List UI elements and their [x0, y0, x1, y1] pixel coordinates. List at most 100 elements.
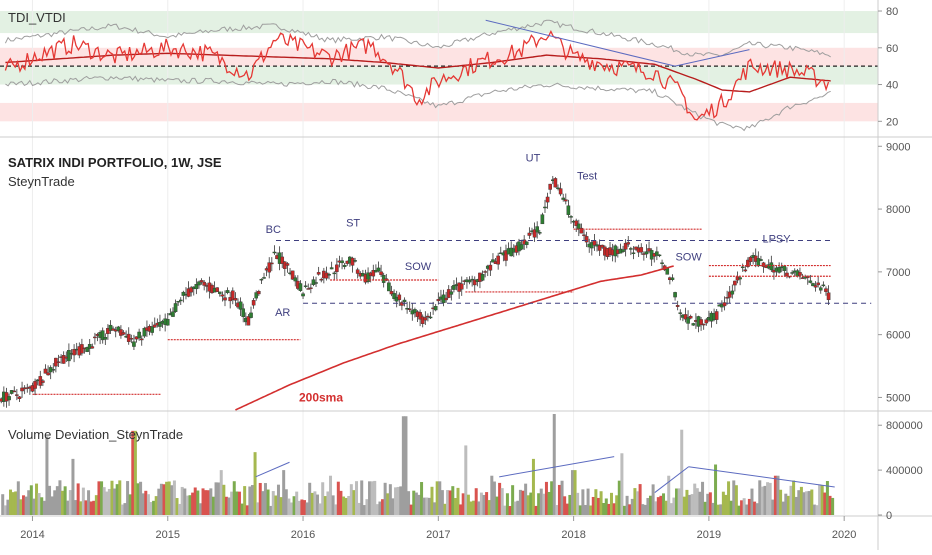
candle-body-220 — [569, 216, 572, 217]
volume-bar-81 — [212, 497, 215, 515]
candle-267 — [692, 323, 695, 326]
candle-body-158 — [408, 309, 411, 310]
volume-bar-311 — [810, 490, 813, 515]
volume-bar-187 — [488, 500, 491, 515]
volume-bar-270 — [704, 502, 707, 515]
volume-bar-26 — [69, 490, 72, 515]
volume-bar-84 — [220, 470, 223, 515]
volume-bar-119 — [311, 493, 314, 515]
volume-bar-102 — [267, 490, 270, 515]
candle-body-259 — [671, 278, 674, 280]
volume-bar-35 — [92, 501, 95, 515]
tdi-zone-0 — [0, 11, 878, 33]
volume-bar-149 — [389, 484, 392, 515]
volume-bar-259 — [675, 489, 678, 515]
volume-bar-306 — [797, 490, 800, 515]
candle-212 — [549, 184, 552, 194]
candle-body-27 — [67, 350, 70, 361]
volume-bar-60 — [157, 489, 160, 515]
volume-bar-185 — [483, 495, 486, 515]
price-tick-5000: 5000 — [886, 392, 910, 404]
volume-bar-208 — [542, 494, 545, 515]
volume-bar-68 — [178, 504, 181, 515]
candle-body-65 — [166, 319, 169, 325]
volume-bar-103 — [269, 506, 272, 515]
candle-body-212 — [549, 184, 552, 189]
volume-bar-293 — [763, 486, 766, 515]
volume-bar-222 — [579, 505, 582, 515]
volume-bar-53 — [139, 482, 142, 515]
volume-bar-31 — [82, 488, 85, 515]
volume-bar-85 — [222, 485, 225, 515]
volume-bar-113 — [295, 492, 298, 515]
volume-bar-89 — [233, 481, 236, 515]
candle-body-225 — [582, 235, 585, 236]
candle-285 — [739, 277, 742, 286]
volume-bar-263 — [685, 490, 688, 515]
candle-body-84 — [216, 288, 219, 292]
candle-body-181 — [468, 280, 471, 282]
volume-bar-63 — [165, 482, 168, 515]
volume-bar-239 — [623, 506, 626, 515]
candle-97 — [249, 307, 252, 319]
volume-bar-305 — [795, 497, 798, 515]
volume-bar-64 — [168, 481, 171, 515]
candle-body-106 — [273, 252, 276, 253]
candle-body-211 — [546, 197, 549, 202]
candle-168 — [434, 304, 437, 311]
volume-trend-arrow-3 — [689, 467, 835, 487]
volume-bar-101 — [264, 483, 267, 515]
volume-bar-217 — [566, 504, 569, 515]
volume-bar-11 — [30, 485, 33, 515]
volume-bar-172 — [449, 490, 452, 515]
volume-bar-91 — [238, 492, 241, 515]
volume-bar-273 — [711, 503, 714, 515]
candle-183 — [473, 276, 476, 292]
volume-bar-93 — [243, 486, 246, 515]
volume-bar-9 — [25, 497, 28, 515]
volume-bar-307 — [800, 487, 803, 515]
volume-bar-126 — [329, 476, 332, 515]
volume-bar-269 — [701, 482, 704, 515]
candle-229 — [593, 234, 596, 251]
candle-body-319 — [827, 293, 830, 300]
volume-bar-288 — [750, 489, 753, 515]
volume-bar-111 — [290, 502, 293, 515]
candle-body-25 — [62, 355, 65, 363]
volume-bar-198 — [516, 501, 519, 515]
candle-84 — [216, 287, 219, 292]
tdi-tick-20: 20 — [886, 116, 898, 128]
volume-bar-133 — [347, 496, 350, 515]
candle-body-88 — [226, 290, 229, 292]
volume-bar-54 — [142, 493, 145, 515]
volume-bar-120 — [313, 491, 316, 515]
candle-body-317 — [822, 285, 825, 286]
volume-bar-242 — [631, 499, 634, 515]
candle-body-130 — [335, 265, 338, 272]
candle-body-166 — [429, 317, 432, 318]
candle-body-297 — [770, 263, 773, 270]
candle-body-150 — [387, 283, 390, 291]
volume-bar-292 — [761, 487, 764, 515]
candle-body-247 — [640, 247, 643, 252]
candle-body-8 — [18, 397, 21, 399]
candle-body-51 — [130, 338, 133, 339]
candle-body-201 — [520, 245, 523, 250]
volume-bar-131 — [342, 497, 345, 515]
candle-body-283 — [733, 281, 736, 285]
volume-bar-165 — [430, 487, 433, 515]
volume-bar-6 — [17, 481, 20, 515]
volume-bar-47 — [123, 503, 126, 515]
chart-title: SATRIX INDI PORTFOLIO, 1W, JSE — [8, 155, 222, 170]
volume-bar-88 — [230, 492, 233, 515]
volume-bar-40 — [105, 492, 108, 515]
candle-219 — [567, 200, 570, 218]
volume-bar-224 — [584, 505, 587, 515]
candle-body-69 — [177, 301, 180, 302]
volume-bar-249 — [649, 496, 652, 515]
candle-body-23 — [57, 362, 60, 363]
annotation-ut-4: UT — [526, 152, 541, 164]
volume-bar-291 — [758, 480, 761, 515]
volume-bar-128 — [334, 504, 337, 515]
price-tick-8000: 8000 — [886, 204, 910, 216]
